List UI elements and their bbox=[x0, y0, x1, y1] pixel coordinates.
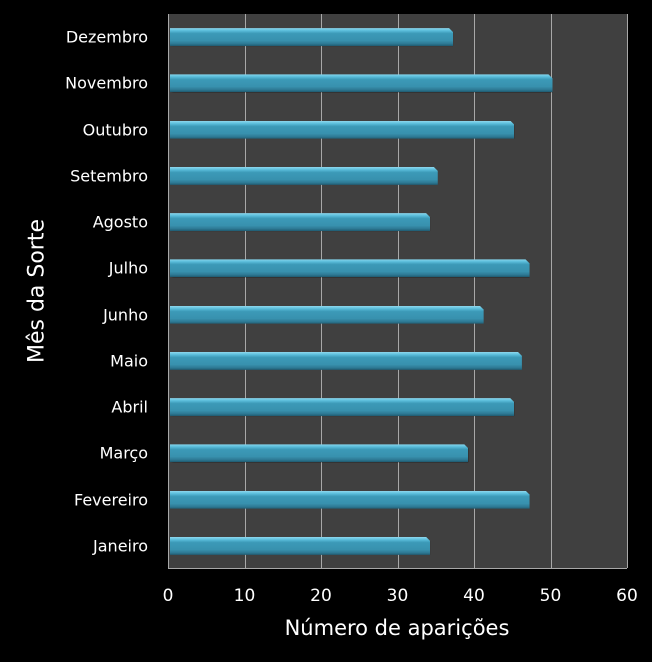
gridline bbox=[627, 14, 628, 568]
bar-outubro bbox=[170, 121, 514, 139]
y-tick-label: Julho bbox=[108, 258, 148, 278]
y-tick-label: Junho bbox=[103, 305, 148, 325]
y-tick-label: Dezembro bbox=[65, 27, 148, 47]
y-tick-label: Agosto bbox=[92, 212, 148, 232]
y-tick-label: Outubro bbox=[82, 120, 148, 140]
y-tick-label: Janeiro bbox=[93, 536, 148, 556]
gridline bbox=[244, 14, 246, 568]
gridline bbox=[550, 14, 552, 568]
gridline bbox=[321, 14, 322, 568]
bar-janeiro bbox=[170, 537, 430, 555]
x-tick-label: 20 bbox=[310, 586, 332, 606]
x-tick-label: 60 bbox=[616, 586, 638, 606]
y-tick-label: Fevereiro bbox=[73, 490, 148, 510]
y-tick-label: Abril bbox=[111, 397, 148, 417]
bar-fevereiro bbox=[170, 491, 530, 509]
bar-março bbox=[170, 444, 468, 462]
y-tick-label: Novembro bbox=[65, 73, 148, 93]
bar-novembro bbox=[170, 74, 553, 92]
x-tick-label: 10 bbox=[233, 586, 256, 606]
y-tick-label: Setembro bbox=[70, 166, 148, 186]
gridline bbox=[474, 14, 475, 568]
bar-junho bbox=[170, 306, 484, 324]
bar-setembro bbox=[170, 167, 438, 185]
bar-abril bbox=[170, 398, 514, 416]
y-tick-label: Março bbox=[99, 443, 148, 463]
bar-agosto bbox=[170, 213, 430, 231]
gridline bbox=[397, 14, 399, 568]
x-axis-title: Número de aparições bbox=[284, 616, 510, 640]
y-axis-title: Mês da Sorte bbox=[24, 218, 50, 364]
plot-area bbox=[168, 14, 628, 569]
y-tick-label: Maio bbox=[110, 351, 148, 371]
x-tick-label: 0 bbox=[162, 586, 174, 606]
bar-julho bbox=[170, 259, 530, 277]
bar-dezembro bbox=[170, 28, 453, 46]
bar-maio bbox=[170, 352, 522, 370]
x-tick-label: 40 bbox=[463, 586, 485, 606]
x-tick-label: 30 bbox=[386, 586, 409, 606]
x-tick-label: 50 bbox=[539, 586, 562, 606]
